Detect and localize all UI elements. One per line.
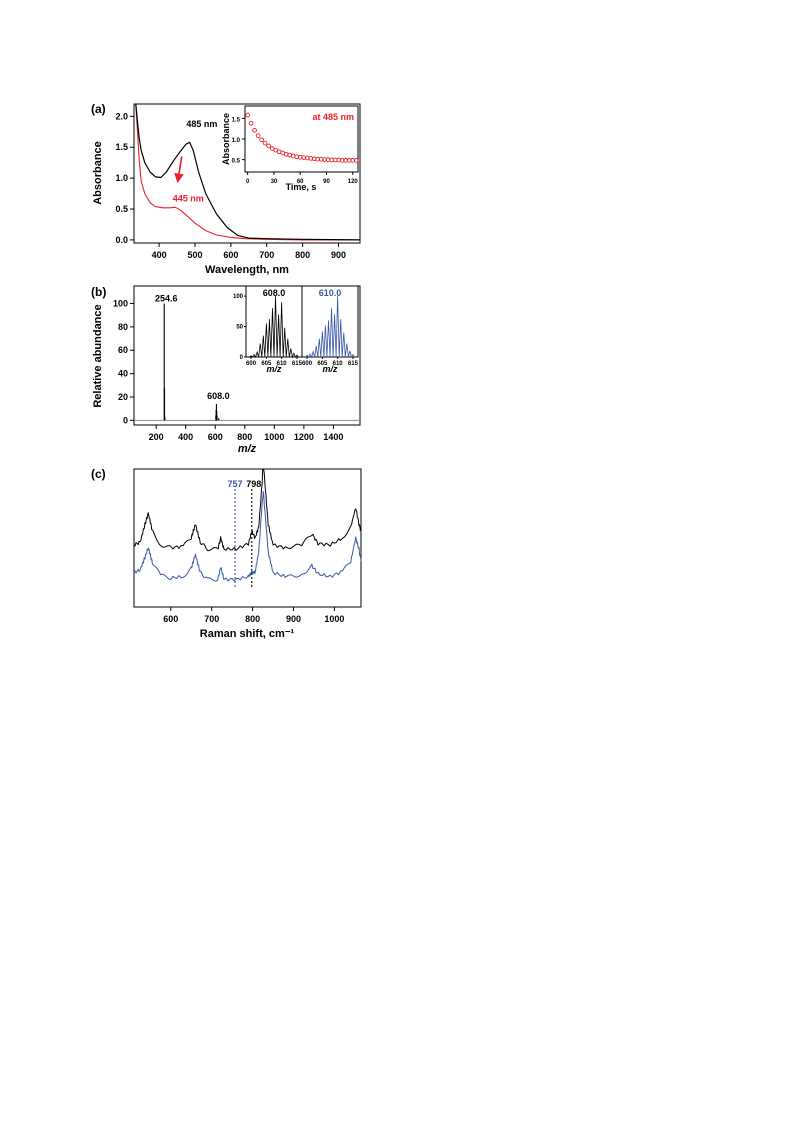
panel-a-y-tick-label: 0.0 [115,235,128,245]
panel-a-inset-y-tick-label: 1.0 [232,138,241,144]
panel-a-y-axis-title: Absorbance [92,141,104,205]
panel-a-inset-point [252,127,257,133]
panel-b-frame [133,285,361,426]
panel-a-x-tick-label: 400 [152,250,167,260]
panel-a-inset-point [266,143,272,149]
panel-a-arrow [174,156,184,184]
panel-c-x-tick-label: 800 [245,614,260,624]
panel-a-y-tick-label: 2.0 [115,111,128,121]
panel-a-inset-y-tick-label: 1.5 [232,117,241,123]
panel-a-y-tick-label: 0.5 [115,204,128,214]
panel-c-label-798: 798 [246,479,261,489]
panel-c-label: (c) [91,467,106,481]
panel-b-inset-1-y-tick-label: 100 [233,294,244,300]
panel-a-x-axis-title: Wavelength, nm [205,264,289,276]
panel-c-x-tick-label: 600 [163,614,178,624]
panel-a-x-tick-label: 800 [295,250,310,260]
panel-b-y-tick-label: 20 [118,392,128,402]
panel-a-y-tick-label: 1.0 [115,173,128,183]
panel-a-inset-x-axis-title: Time, s [286,182,317,192]
panel-b-inset-1-x-tick-label: 615 [292,361,303,367]
panel-b-inset-2-label: 610.0 [319,288,342,298]
panel-b-label-608: 608.0 [207,391,230,401]
panel-c-x-axis-title: Raman shift, cm⁻¹ [200,628,295,640]
panel-b-y-tick-label: 60 [118,345,128,355]
panel-a-inset-x-tick-label: 120 [348,179,359,185]
panel-c-series-blue [133,491,362,582]
panel-a-x-tick-label: 600 [223,250,238,260]
panel-b-label-254: 254.6 [155,294,178,304]
panel-a-x-tick-label: 900 [331,250,346,260]
panel-a-label: (a) [91,102,106,116]
panel-a-inset-x-tick-label: 60 [297,179,304,185]
panel-b-x-tick-label: 400 [178,432,193,442]
panel-a-inset-y-axis-title: Absorbance [221,113,231,165]
panel-a-inset-x-tick-label: 0 [246,179,250,185]
panel-a-y-tick-label: 1.5 [115,142,128,152]
panel-b-x-tick-label: 200 [149,432,164,442]
panel-b-inset-1-y-tick-label: 50 [236,325,243,331]
panel-b-y-axis-title: Relative abundance [92,304,104,407]
panel-b-y-tick-label: 0 [123,415,128,425]
panel-b-inset-2-x-axis-title: m/z [322,364,338,374]
panel-a-inset-x-tick-label: 90 [323,179,330,185]
panel-a-inset-title: at 485 nm [312,112,354,122]
panel-a-x-tick-label: 500 [187,250,202,260]
panel-b-x-tick-label: 1200 [294,432,314,442]
panel-a-series-black [135,103,361,241]
panel-b-inset-1-x-tick-label: 600 [246,361,257,367]
panel-c-x-tick-label: 1000 [324,614,344,624]
panel-b-x-tick-label: 600 [208,432,223,442]
panel-a-inset-point [262,140,268,146]
panel-b-label: (b) [91,285,106,299]
panel-b-inset-1-x-tick-label: 610 [277,361,288,367]
panel-b-y-tick-label: 40 [118,369,128,379]
panel-b-y-tick-label: 100 [113,299,128,309]
panel-c-x-tick-label: 700 [204,614,219,624]
panel-a-series-red [135,103,360,241]
panel-a-inset-point [259,137,264,143]
panel-a-inset-point [248,120,254,126]
panel-b-inset-1-x-axis-title: m/z [266,364,282,374]
panel-b-inset-1-spectrum [249,296,299,359]
panel-a-x-tick-label: 700 [259,250,274,260]
panel-b-inset-2-x-tick-label: 605 [317,361,328,367]
panel-b-x-axis-title: m/z [238,443,257,455]
panel-a-inset-y-tick-label: 0.5 [232,159,241,165]
panel-a-inset-point [245,112,250,118]
panel-c-series-black [133,468,362,552]
panel-b-x-tick-label: 1000 [264,432,284,442]
panel-a-inset-point [353,158,359,163]
panel-b-inset-2-x-tick-label: 610 [333,361,344,367]
panel-b-inset-1-y-tick-label: 0 [240,355,244,361]
panel-b-inset-2-spectrum [305,296,355,359]
panel-a-inset-point [255,133,261,139]
panel-a-label-485: 485 nm [186,119,217,129]
panel-c-x-tick-label: 900 [286,614,301,624]
panel-a-frame [133,103,361,244]
panel-a-inset-x-tick-label: 30 [271,179,278,185]
panel-b-inset-2-x-tick-label: 600 [302,361,313,367]
panel-b-y-tick-label: 80 [118,322,128,332]
panel-b-x-tick-label: 1400 [323,432,343,442]
panel-b-x-tick-label: 800 [237,432,252,442]
panel-b-inset-1-label: 608.0 [263,288,286,298]
panel-c-label-757: 757 [228,479,243,489]
panel-b-inset-1-x-tick-label: 605 [261,361,272,367]
panel-c-frame [133,468,362,608]
panel-a-label-445: 445 nm [173,194,204,204]
panel-b-inset-2-x-tick-label: 615 [348,361,359,367]
